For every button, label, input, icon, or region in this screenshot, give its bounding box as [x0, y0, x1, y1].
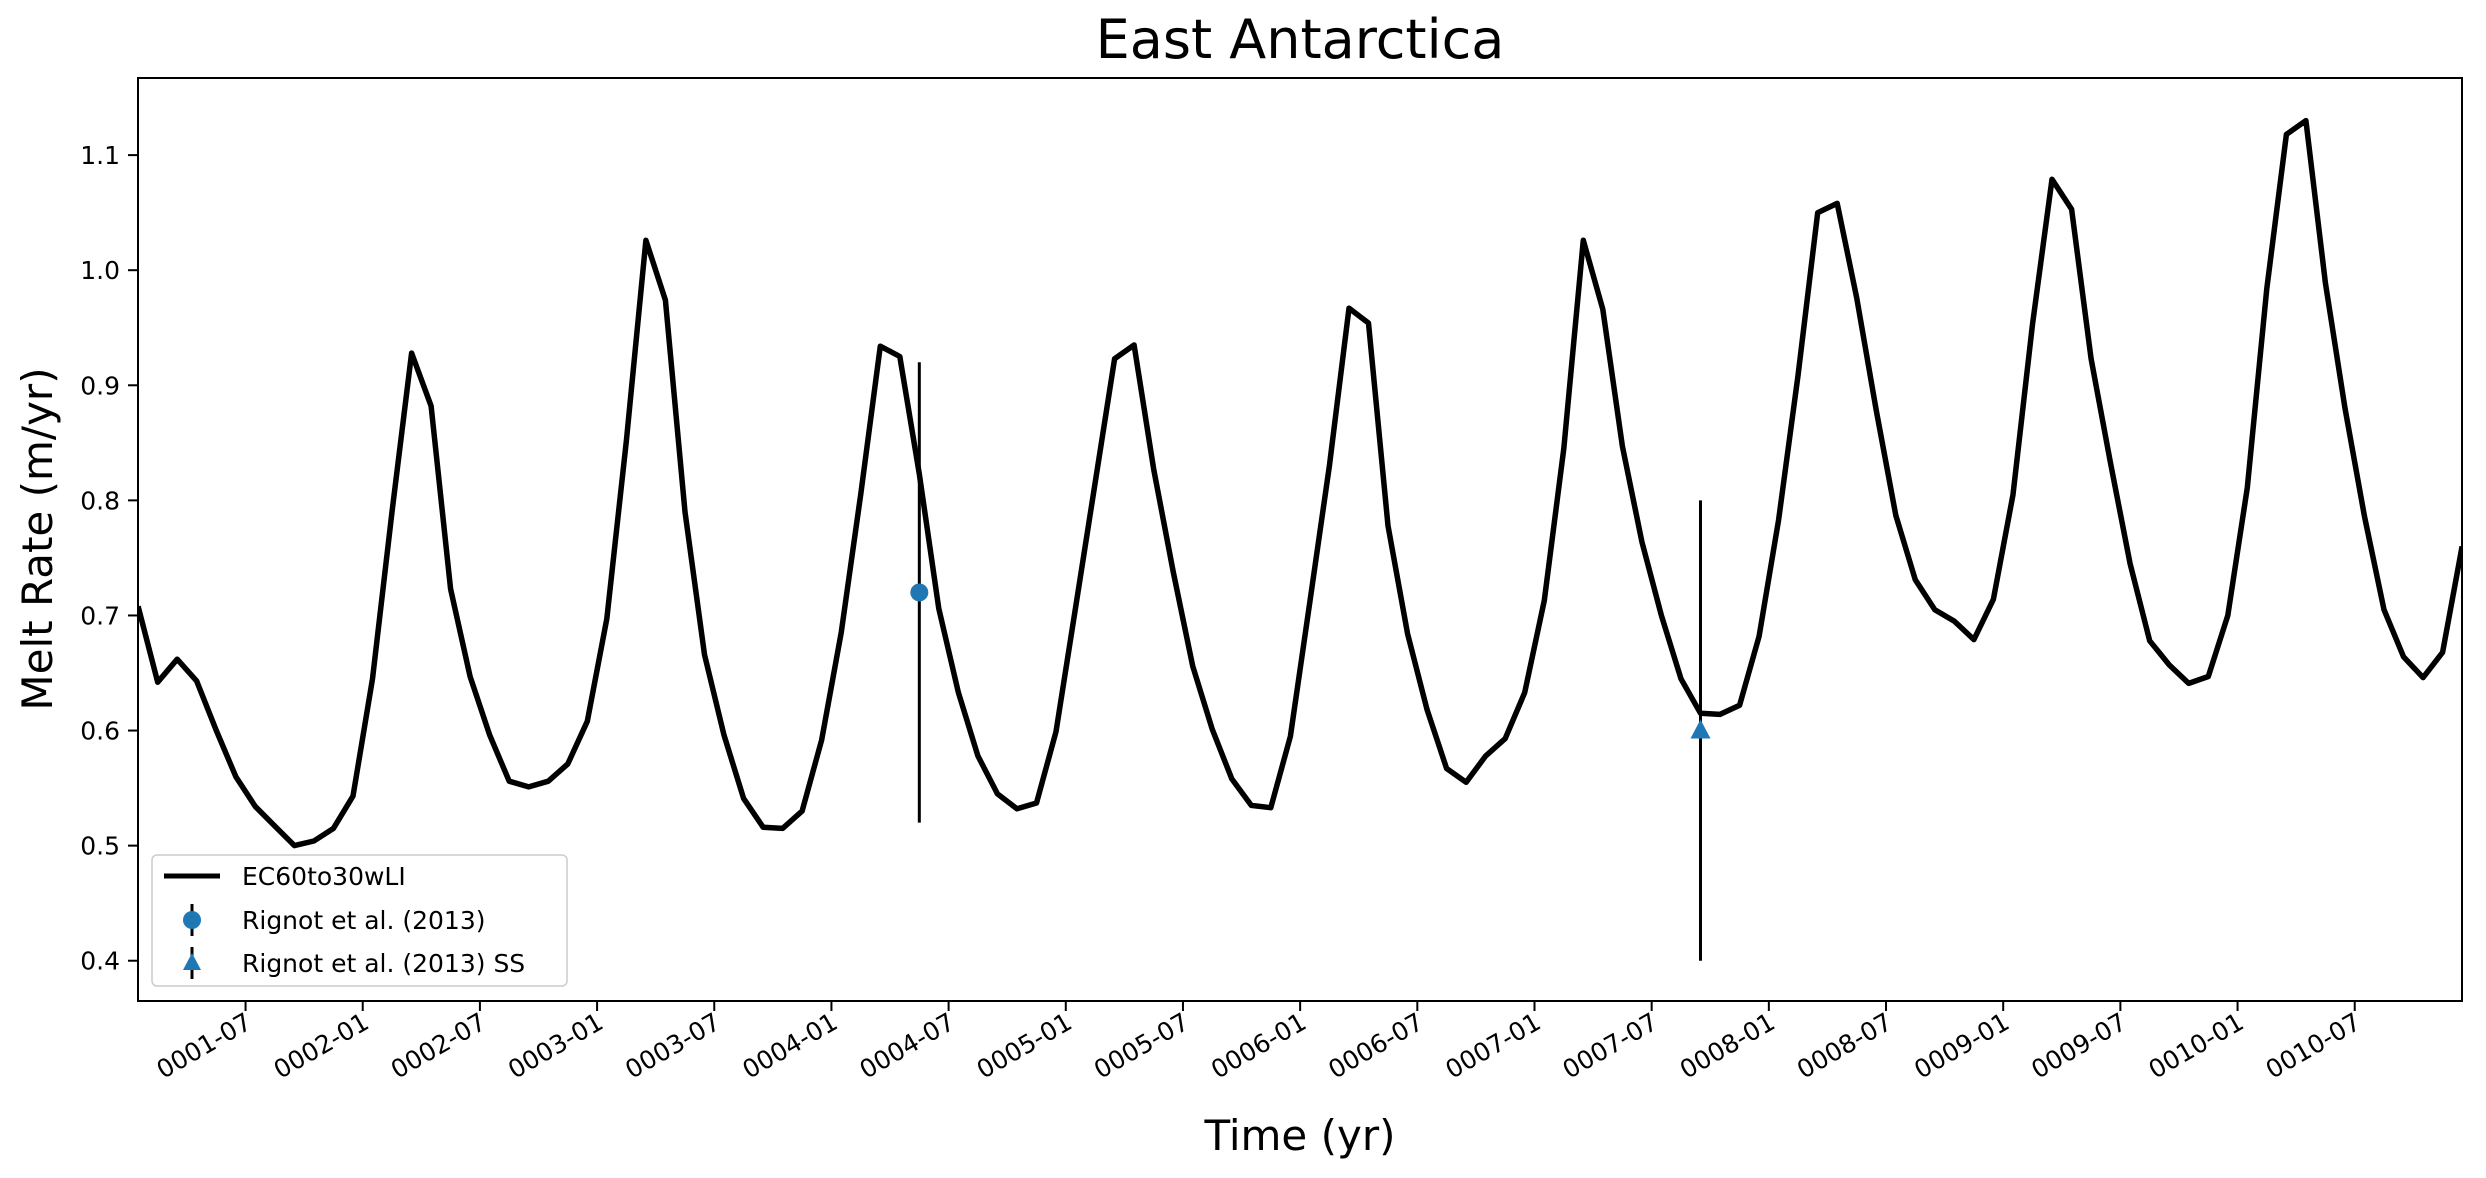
legend-label-obs-ss: Rignot et al. (2013) SS	[242, 949, 525, 978]
y-tick-label: 1.1	[80, 141, 120, 170]
x-axis-label: Time (yr)	[1203, 1111, 1395, 1160]
y-tick-label: 1.0	[80, 256, 120, 285]
observation-marker-triangle	[1690, 719, 1711, 739]
chart-title: East Antarctica	[1096, 8, 1505, 71]
data-layer	[138, 117, 2462, 961]
legend-box	[151, 854, 568, 987]
legend-label-obs: Rignot et al. (2013)	[242, 906, 486, 935]
y-axis-label: Melt Rate (m/yr)	[13, 367, 62, 710]
y-tick-label: 0.4	[80, 947, 120, 976]
clipped-data	[138, 117, 2462, 961]
y-tick-label: 0.6	[80, 717, 120, 746]
y-tick-label: 0.8	[80, 486, 120, 515]
legend-label-model: EC60to30wLI	[242, 862, 406, 891]
y-tick-label: 0.7	[80, 601, 120, 630]
y-axis: 0.4 0.5 0.6 0.7 0.8 0.9 1.0 1.1	[80, 141, 138, 976]
y-tick-label: 0.5	[80, 832, 120, 861]
legend-marker-triangle	[183, 953, 201, 970]
legend-marker-circle	[183, 911, 201, 929]
legend: EC60to30wLI Rignot et al. (2013) Rignot …	[151, 854, 568, 987]
series-line-ec60to30wli	[138, 117, 2462, 849]
observation-marker-circle	[910, 583, 929, 602]
y-tick-label: 0.9	[80, 371, 120, 400]
